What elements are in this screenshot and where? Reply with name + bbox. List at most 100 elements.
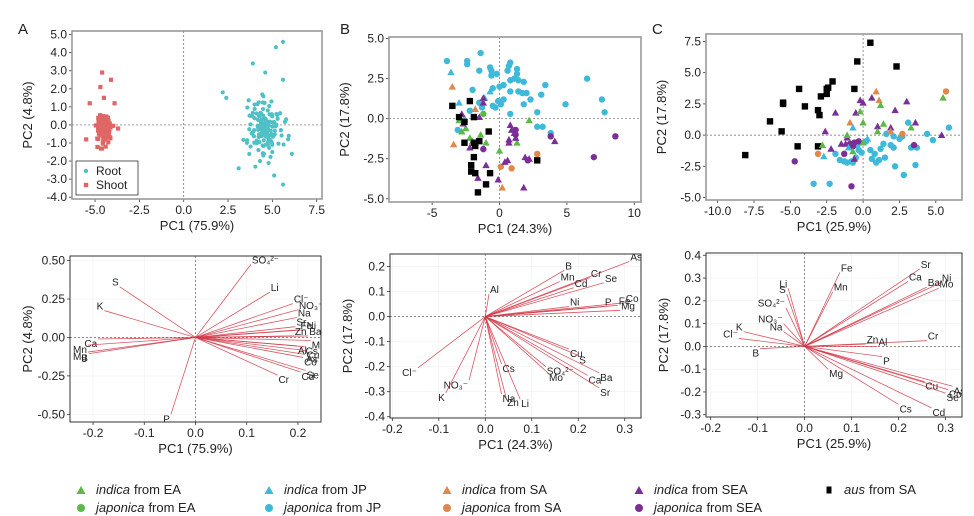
data-point xyxy=(101,95,107,100)
vector-label: Mo xyxy=(312,341,326,352)
data-point xyxy=(507,88,514,95)
x-tick-label: -0.2 xyxy=(382,422,403,436)
vector-label: B xyxy=(752,349,759,360)
loading-vector-Co: Co xyxy=(804,346,962,401)
loading-vector-Cu: Cu xyxy=(195,337,320,362)
data-point xyxy=(493,70,501,78)
legend-origin: from JP xyxy=(321,482,367,497)
data-point xyxy=(923,130,931,138)
data-point xyxy=(476,137,483,145)
vector-label: P xyxy=(883,357,890,368)
loading-vector-Cs: Cs xyxy=(195,337,318,358)
data-point xyxy=(479,98,488,106)
vector-line xyxy=(485,316,600,389)
legend-marker xyxy=(264,485,274,494)
data-point xyxy=(474,189,482,196)
data-point xyxy=(485,128,492,135)
data-point xyxy=(98,113,103,118)
chart-C-loadings: -0.2 -0.1 0.0 0.1 0.2 0.3-0.3-0.2-0.10.00.10.… xyxy=(656,248,963,451)
y-tick-label: 0.2 xyxy=(684,294,701,308)
data-point xyxy=(858,149,865,156)
data-point xyxy=(105,115,111,121)
data-point xyxy=(468,161,475,169)
vector-label: Cl⁻ xyxy=(402,368,417,379)
loading-vector-Mn: Mn xyxy=(804,283,848,347)
legend-marker xyxy=(443,503,451,512)
group-legend: indica from EA japonica from EA indica from… xyxy=(0,478,974,516)
data-point xyxy=(742,151,749,159)
y-axis-title: PC2 (17.8%) xyxy=(654,80,669,154)
data-point xyxy=(848,183,855,190)
legend-marker xyxy=(77,503,85,512)
plot-frame xyxy=(705,252,963,418)
y-tick-label: -2.5 xyxy=(363,152,384,166)
x-tick-label: 0.3 xyxy=(937,421,954,435)
data-point xyxy=(534,109,541,116)
vector-line xyxy=(98,337,196,340)
vector-line xyxy=(485,316,579,356)
y-tick-label: 7.5 xyxy=(684,34,701,48)
data-point xyxy=(286,133,291,138)
y-tick-label: -0.3 xyxy=(364,385,385,399)
data-point xyxy=(837,140,845,147)
data-point xyxy=(97,128,102,133)
data-point xyxy=(512,131,519,138)
loading-vector-Li: Li xyxy=(195,283,279,338)
data-point xyxy=(255,117,261,122)
x-tick-label: 2.5 xyxy=(891,204,908,218)
vector-label: P xyxy=(605,298,612,309)
data-point xyxy=(280,182,286,187)
data-point xyxy=(443,57,451,65)
vector-label: Cu xyxy=(307,351,320,362)
legend-marker xyxy=(265,503,273,512)
legend-item-japonica-sea: japonica from SEA xyxy=(632,500,762,515)
plot-frame xyxy=(705,33,963,201)
vector-label: Ni xyxy=(570,298,579,309)
x-tick-label: 0.0 xyxy=(855,204,872,218)
x-tick-label: 0.0 xyxy=(796,421,813,435)
loading-vector-K: K xyxy=(438,316,486,404)
data-point xyxy=(479,94,488,101)
loading-vector-P: P xyxy=(804,345,890,368)
data-point xyxy=(810,180,817,187)
data-point xyxy=(829,78,836,85)
data-point xyxy=(252,116,257,121)
data-point xyxy=(258,110,263,115)
data-point xyxy=(470,113,478,121)
vector-label: Cr xyxy=(591,269,602,280)
vector-label: Cl⁻ xyxy=(294,295,309,306)
loading-vector-Cs: Cs xyxy=(804,346,912,415)
x-axis-title: PC1 (24.3%) xyxy=(478,221,552,236)
data-point xyxy=(492,104,499,111)
data-point xyxy=(486,169,494,177)
x-tick-label: 5.0 xyxy=(264,203,281,217)
data-point xyxy=(496,83,503,90)
data-point xyxy=(252,140,257,145)
data-point xyxy=(840,150,848,158)
x-axis-title: PC1 (24.3%) xyxy=(478,437,552,452)
legend-key-marker xyxy=(83,168,89,174)
vector-label: Cd xyxy=(575,279,588,290)
vector-line xyxy=(195,335,309,338)
x-tick-label: 0.2 xyxy=(290,426,307,440)
data-point xyxy=(289,151,294,156)
data-point xyxy=(859,138,867,146)
y-tick-label: -0.50 xyxy=(38,407,66,421)
data-point xyxy=(504,67,511,74)
y-tick-label: 5.0 xyxy=(367,32,384,46)
vector-line xyxy=(743,331,805,347)
loading-vector-Mo: Mo xyxy=(195,337,326,352)
data-point xyxy=(100,129,105,135)
y-tick-label: 5.0 xyxy=(684,66,701,80)
legend-subspecies: japonica xyxy=(654,500,703,515)
data-point xyxy=(271,132,276,137)
y-tick-label: 0.1 xyxy=(684,317,701,331)
data-point xyxy=(266,160,271,166)
data-point xyxy=(900,171,908,179)
data-point xyxy=(503,156,512,164)
plot-frame xyxy=(388,36,642,203)
data-point xyxy=(523,89,530,97)
